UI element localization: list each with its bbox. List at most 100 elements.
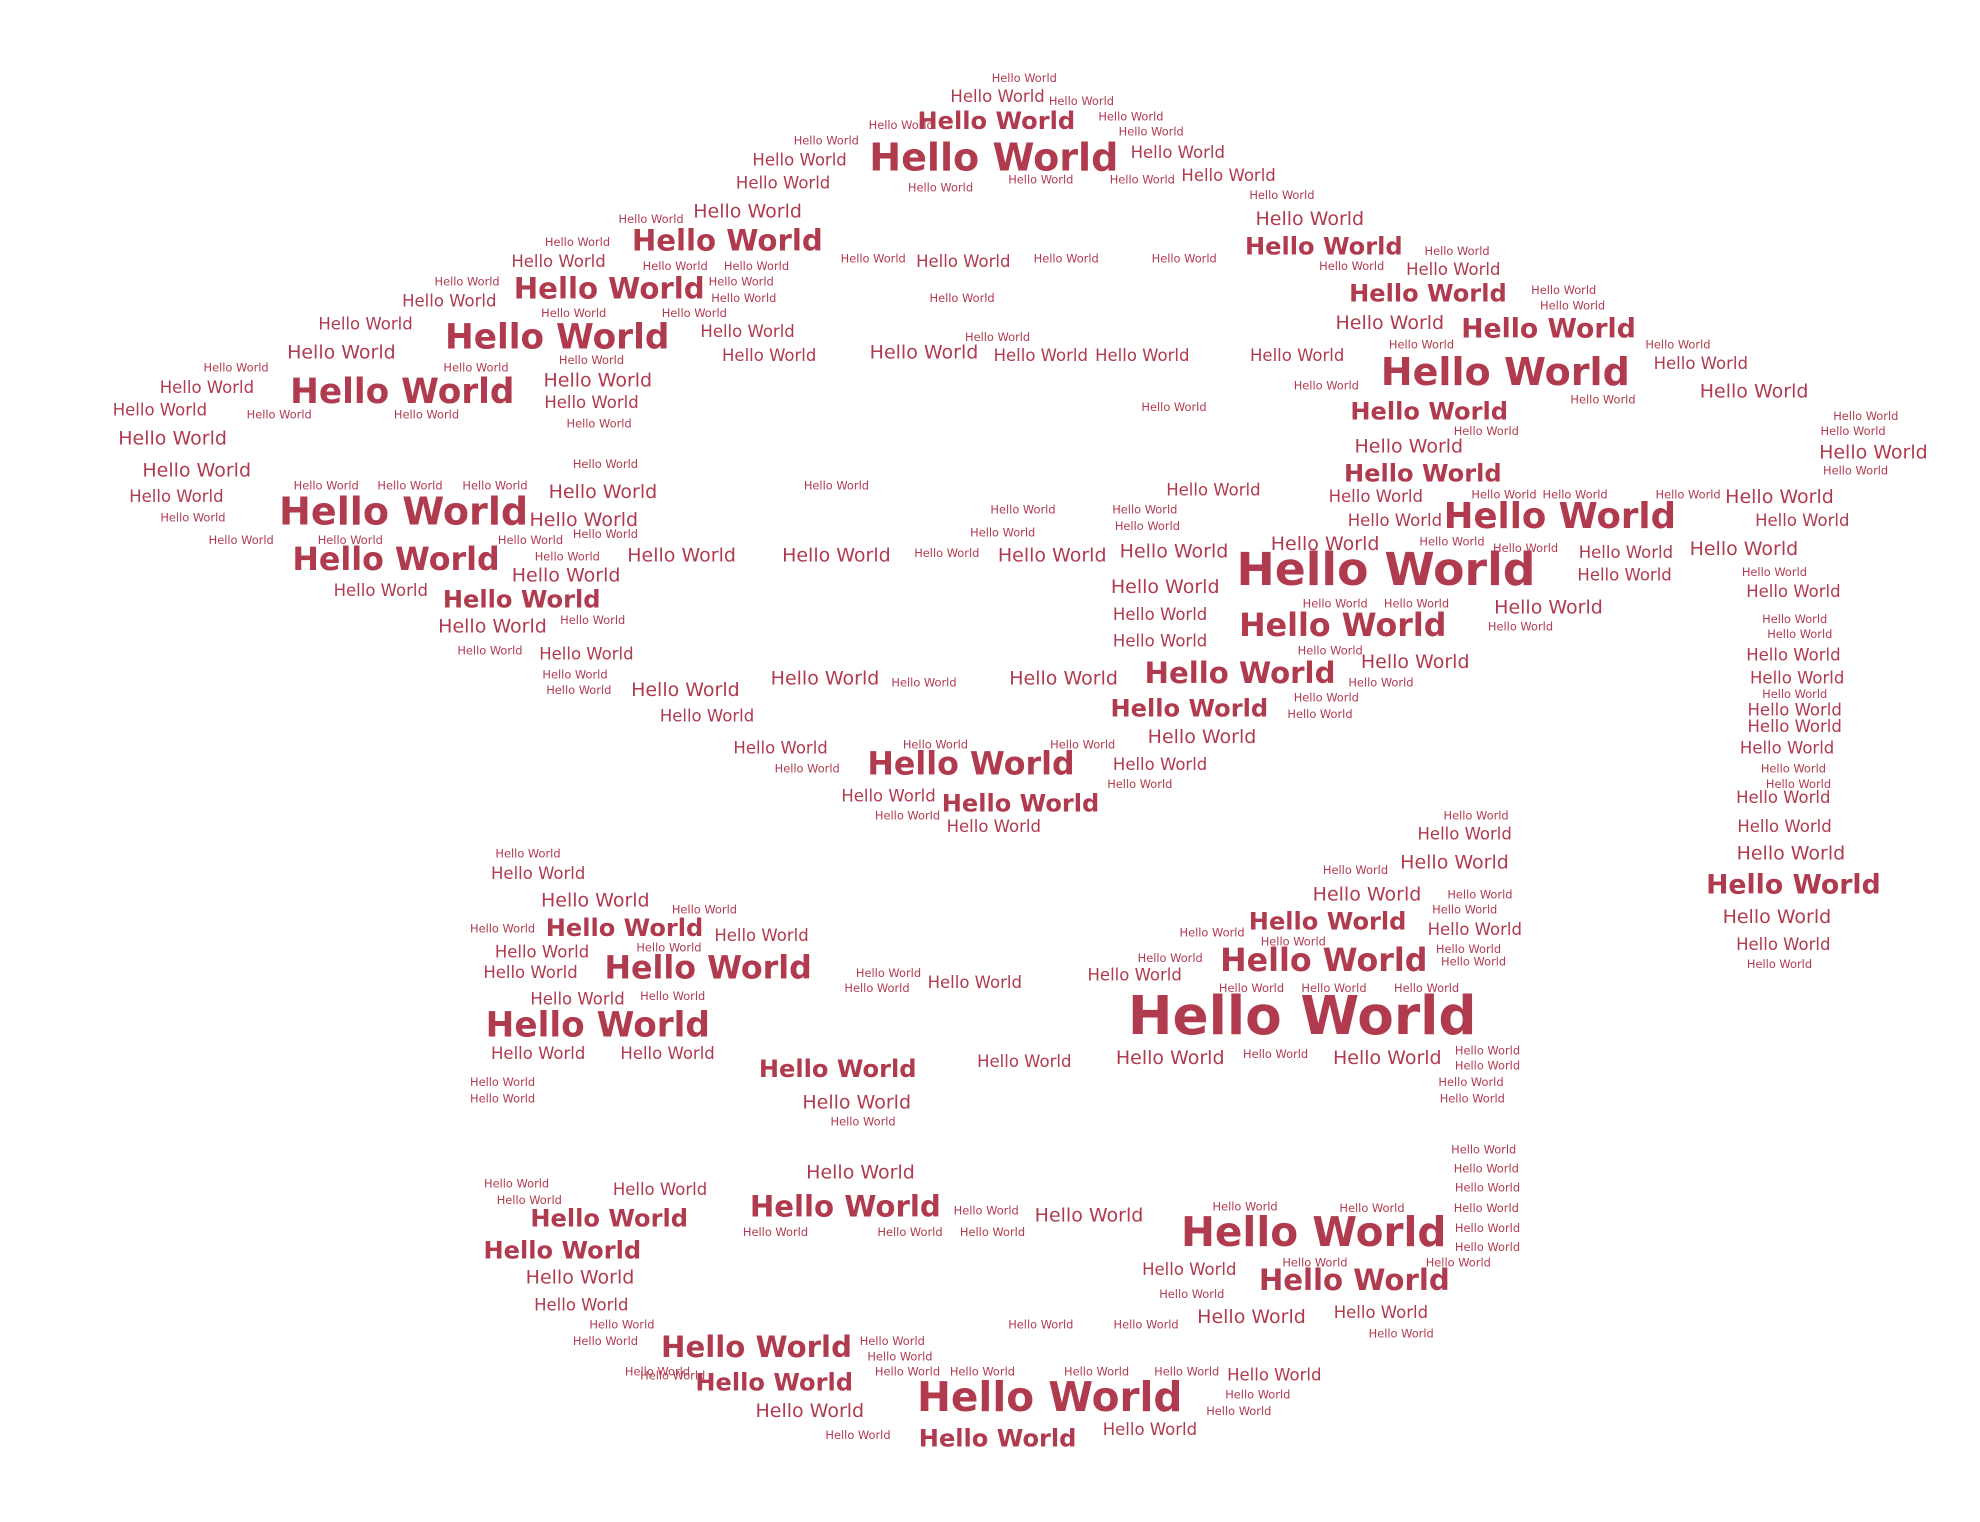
word-hello-world: Hello World xyxy=(724,259,789,273)
word-hello-world: Hello World xyxy=(1333,1047,1442,1069)
word-hello-world: Hello World xyxy=(1394,981,1459,995)
word-hello-world: Hello World xyxy=(1323,863,1388,877)
word-hello-world: Hello World xyxy=(457,644,522,658)
word-hello-world: Hello World xyxy=(1114,1318,1179,1332)
word-hello-world: Hello World xyxy=(908,180,973,194)
word-hello-world: Hello World xyxy=(1329,487,1423,506)
word-hello-world: Hello World xyxy=(1821,424,1886,438)
word-hello-world: Hello World xyxy=(542,668,607,682)
word-hello-world: Hello World xyxy=(919,1424,1077,1452)
word-hello-world: Hello World xyxy=(1419,535,1484,549)
word-hello-world: Hello World xyxy=(142,459,251,481)
word-hello-world: Hello World xyxy=(867,1349,932,1363)
word-hello-world: Hello World xyxy=(1206,1404,1271,1418)
word-hello-world: Hello World xyxy=(1455,1181,1520,1195)
word-hello-world: Hello World xyxy=(928,973,1022,992)
word-hello-world: Hello World xyxy=(1645,338,1710,352)
word-hello-world: Hello World xyxy=(498,533,563,547)
word-hello-world: Hello World xyxy=(1350,398,1508,426)
word-hello-world: Hello World xyxy=(589,1318,654,1332)
word-hello-world: Hello World xyxy=(1579,543,1673,562)
word-hello-world: Hello World xyxy=(1461,314,1636,345)
word-hello-world: Hello World xyxy=(1334,1303,1428,1322)
word-hello-world: Hello World xyxy=(118,428,227,450)
word-hello-world: Hello World xyxy=(782,544,891,566)
word-hello-world: Hello World xyxy=(1748,717,1842,736)
word-hello-world: Hello World xyxy=(1543,488,1608,502)
word-hello-world: Hello World xyxy=(1008,1318,1073,1332)
word-hello-world: Hello World xyxy=(1141,400,1206,414)
word-hello-world: Hello World xyxy=(1455,1059,1520,1073)
word-hello-world: Hello World xyxy=(1249,188,1314,202)
word-hello-world: Hello World xyxy=(750,1189,941,1223)
word-hello-world: Hello World xyxy=(620,1044,714,1063)
word-hello-world: Hello World xyxy=(714,926,808,945)
word-hello-world: Hello World xyxy=(209,533,274,547)
word-hello-world: Hello World xyxy=(1750,669,1844,688)
word-hello-world: Hello World xyxy=(1690,538,1799,560)
word-hello-world: Hello World xyxy=(526,1267,635,1289)
word-hello-world: Hello World xyxy=(1113,605,1207,624)
word-hello-world: Hello World xyxy=(1303,597,1368,611)
word-hello-world: Hello World xyxy=(1181,1208,1446,1256)
word-hello-world: Hello World xyxy=(1110,173,1175,187)
word-hello-world: Hello World xyxy=(660,707,754,726)
word-hello-world: Hello World xyxy=(1348,675,1413,689)
word-hello-world: Hello World xyxy=(495,847,560,861)
word-hello-world: Hello World xyxy=(1255,208,1364,230)
word-hello-world: Hello World xyxy=(1354,435,1463,457)
word-hello-world: Hello World xyxy=(462,479,527,493)
word-hello-world: Hello World xyxy=(806,1161,915,1183)
word-hello-world: Hello World xyxy=(160,378,254,397)
word-hello-world: Hello World xyxy=(1344,460,1502,488)
word-hello-world: Hello World xyxy=(544,393,638,412)
word-hello-world: Hello World xyxy=(1131,143,1225,162)
word-hello-world: Hello World xyxy=(443,585,601,613)
word-hello-world: Hello World xyxy=(1444,809,1509,823)
word-hello-world: Hello World xyxy=(1762,687,1827,701)
word-hello-world: Hello World xyxy=(1225,1387,1290,1401)
word-hello-world: Hello World xyxy=(1227,1365,1321,1384)
word-hello-world: Hello World xyxy=(1389,338,1454,352)
word-hello-world: Hello World xyxy=(1762,612,1827,626)
word-hello-world: Hello World xyxy=(560,613,625,627)
word-hello-world: Hello World xyxy=(287,341,396,363)
word-hello-world: Hello World xyxy=(1110,695,1268,723)
word-hello-world: Hello World xyxy=(1454,1201,1519,1215)
word-hello-world: Hello World xyxy=(917,107,1075,135)
word-hello-world: Hello World xyxy=(1349,280,1507,308)
word-hello-world: Hello World xyxy=(631,679,740,701)
word-hello-world: Hello World xyxy=(1455,1043,1520,1057)
word-hello-world: Hello World xyxy=(804,479,869,493)
word-hello-world: Hello World xyxy=(1219,981,1284,995)
word-hello-world: Hello World xyxy=(1148,726,1257,748)
word-hello-world: Hello World xyxy=(1531,283,1596,297)
word-hello-world: Hello World xyxy=(1400,852,1509,874)
word-hello-world: Hello World xyxy=(1451,1142,1516,1156)
word-hello-world: Hello World xyxy=(1441,955,1506,969)
word-hello-world: Hello World xyxy=(632,223,823,257)
word-hello-world: Hello World xyxy=(483,963,577,982)
word-hello-world: Hello World xyxy=(1145,656,1336,690)
word-hello-world: Hello World xyxy=(394,408,459,422)
word-hello-world: Hello World xyxy=(113,401,207,420)
word-hello-world: Hello World xyxy=(950,1365,1015,1379)
word-hello-world: Hello World xyxy=(1181,166,1275,185)
word-hello-world: Hello World xyxy=(1050,738,1115,752)
word-hello-world: Hello World xyxy=(1213,1200,1278,1214)
word-hello-world: Hello World xyxy=(1725,486,1834,508)
word-hello-world: Hello World xyxy=(129,487,223,506)
word-hello-world: Hello World xyxy=(541,306,606,320)
word-hello-world: Hello World xyxy=(484,1177,549,1191)
word-hello-world: Hello World xyxy=(573,457,638,471)
word-hello-world: Hello World xyxy=(1138,951,1203,965)
word-hello-world: Hello World xyxy=(695,1369,853,1397)
word-hello-world: Hello World xyxy=(1384,597,1449,611)
word-hello-world: Hello World xyxy=(1112,503,1177,517)
word-hello-world: Hello World xyxy=(1740,738,1834,757)
word-hello-world: Hello World xyxy=(1107,777,1172,791)
word-hello-world: Hello World xyxy=(470,1092,535,1106)
word-hello-world: Hello World xyxy=(794,133,859,147)
word-hello-world: Hello World xyxy=(1287,707,1352,721)
word-hello-world: Hello World xyxy=(870,341,979,363)
